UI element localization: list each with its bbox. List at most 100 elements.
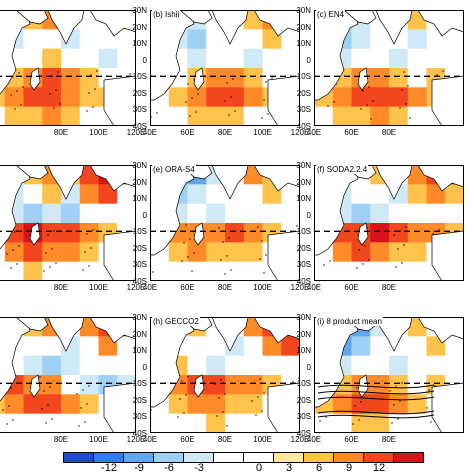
heat-cell	[168, 242, 189, 263]
significance-dot	[397, 248, 399, 250]
lat-tick-label: 10S	[132, 72, 147, 82]
heat-cell	[206, 106, 226, 126]
significance-dot	[323, 264, 325, 266]
heat-cell	[281, 29, 300, 50]
heat-cell	[445, 48, 464, 69]
heat-cell	[23, 355, 43, 376]
significance-dot	[263, 99, 265, 101]
heat-cell	[225, 394, 245, 415]
lon-tick-label: 100E	[253, 283, 272, 292]
significance-dot	[129, 73, 131, 75]
heat-cell	[23, 87, 43, 108]
heat-cell	[407, 87, 428, 108]
significance-dot	[218, 227, 220, 229]
lon-tick-label: 120E	[126, 435, 146, 444]
heat-cell	[168, 394, 189, 415]
heat-cell	[389, 203, 409, 224]
heat-cell	[42, 394, 62, 415]
heat-cell	[332, 87, 353, 108]
map-panel-i	[314, 317, 464, 433]
lat-tick-label: 20S	[132, 88, 147, 98]
colorbar-tick-label: -6	[164, 462, 174, 474]
heat-cell	[4, 87, 25, 108]
lat-tick-label: 40S	[132, 277, 147, 286]
heat-cell	[351, 261, 371, 281]
significance-dot	[78, 425, 80, 427]
significance-dot	[368, 259, 370, 261]
heat-cell	[4, 413, 25, 433]
significance-dot	[90, 74, 92, 76]
heat-cell	[79, 336, 100, 357]
map-g	[0, 317, 136, 433]
significance-dot	[230, 269, 232, 271]
significance-dot	[234, 110, 236, 112]
significance-dot	[51, 248, 53, 250]
heat-cell	[225, 106, 245, 126]
significance-dot	[185, 224, 187, 226]
heat-cell	[61, 68, 81, 88]
land-mass	[15, 10, 49, 25]
heat-cell	[79, 184, 100, 205]
lat-tick-label: 0	[142, 210, 147, 220]
heat-cell	[281, 336, 300, 357]
land-mass	[89, 165, 136, 192]
heat-cell	[61, 261, 81, 281]
colorbar-tick-label: 12	[372, 462, 386, 474]
map-frame	[150, 10, 300, 126]
lat-tick-label: 40S	[132, 122, 147, 131]
significance-dot	[230, 96, 232, 98]
lon-tick-label: 100E	[253, 435, 272, 444]
significance-dot	[195, 111, 197, 113]
heat-cell	[79, 106, 100, 126]
significance-dot	[438, 229, 440, 231]
heat-cell	[23, 184, 43, 205]
land-mass	[357, 67, 369, 91]
significance-dot	[16, 90, 18, 92]
heat-cell	[370, 29, 390, 50]
significance-dot	[181, 380, 183, 382]
map-d	[0, 165, 136, 281]
significance-dot	[333, 101, 335, 103]
heat-cell	[243, 106, 264, 126]
significance-dot	[55, 89, 57, 91]
heat-cell	[407, 413, 428, 433]
heat-cell	[351, 355, 371, 376]
heat-cell	[370, 375, 390, 395]
heat-cell	[243, 394, 264, 415]
heat-cell	[407, 68, 428, 88]
heat-cell	[187, 413, 207, 433]
significance-dot	[405, 103, 407, 105]
lat-tick-label: 0	[306, 55, 311, 65]
significance-dot	[156, 112, 158, 114]
significance-dot	[255, 414, 257, 416]
heat-cell	[262, 203, 282, 224]
significance-dot	[86, 403, 88, 405]
map-e	[150, 165, 300, 281]
significance-dot	[16, 263, 18, 265]
heat-cell	[168, 261, 189, 281]
significance-dot	[187, 83, 189, 85]
significance-dot	[366, 104, 368, 106]
heat-cell	[23, 203, 43, 224]
significance-dot	[187, 376, 189, 378]
significance-dot	[179, 398, 181, 400]
heat-cell	[23, 413, 43, 433]
heat-cell	[407, 336, 428, 357]
significance-dot	[224, 100, 226, 102]
heat-cell	[23, 261, 43, 281]
significance-dot	[292, 381, 294, 383]
significance-dot	[407, 85, 409, 87]
significance-dot	[152, 271, 154, 273]
lat-tick-label: 0	[306, 362, 311, 372]
heat-cell	[79, 355, 100, 376]
heat-cell	[370, 223, 390, 243]
heat-cell	[351, 106, 371, 126]
heat-cell	[206, 375, 226, 395]
significance-dot	[362, 263, 364, 265]
significance-dot	[393, 234, 395, 236]
heat-cell	[389, 48, 409, 69]
heat-cell	[351, 203, 371, 224]
lon-tick-label: 60E	[344, 435, 359, 444]
heat-cell	[389, 106, 409, 126]
heat-cell	[370, 336, 390, 357]
